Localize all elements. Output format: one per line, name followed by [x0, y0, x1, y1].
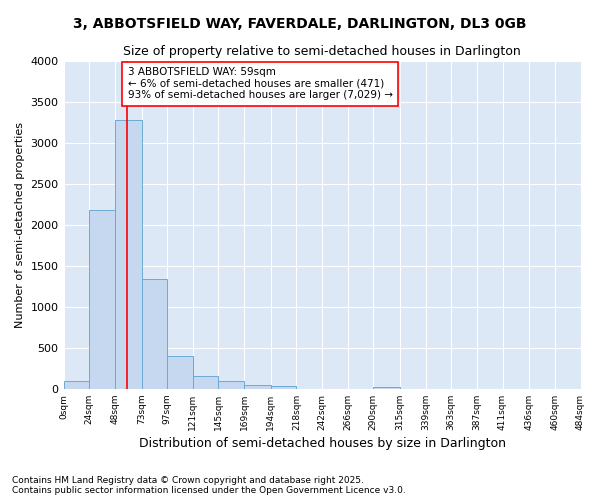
Title: Size of property relative to semi-detached houses in Darlington: Size of property relative to semi-detach…	[123, 45, 521, 58]
Bar	[373, 387, 400, 389]
Bar	[64, 380, 89, 389]
Bar	[142, 279, 167, 389]
Y-axis label: Number of semi-detached properties: Number of semi-detached properties	[15, 122, 25, 328]
Bar	[89, 210, 115, 389]
Text: Contains HM Land Registry data © Crown copyright and database right 2025.
Contai: Contains HM Land Registry data © Crown c…	[12, 476, 406, 495]
Bar	[218, 382, 244, 389]
Bar	[167, 356, 193, 389]
X-axis label: Distribution of semi-detached houses by size in Darlington: Distribution of semi-detached houses by …	[139, 437, 506, 450]
Bar	[271, 386, 296, 389]
Bar	[115, 120, 142, 389]
Text: 3, ABBOTSFIELD WAY, FAVERDALE, DARLINGTON, DL3 0GB: 3, ABBOTSFIELD WAY, FAVERDALE, DARLINGTO…	[73, 18, 527, 32]
Bar	[193, 376, 218, 389]
Bar	[244, 384, 271, 389]
Text: 3 ABBOTSFIELD WAY: 59sqm
← 6% of semi-detached houses are smaller (471)
93% of s: 3 ABBOTSFIELD WAY: 59sqm ← 6% of semi-de…	[128, 67, 392, 100]
